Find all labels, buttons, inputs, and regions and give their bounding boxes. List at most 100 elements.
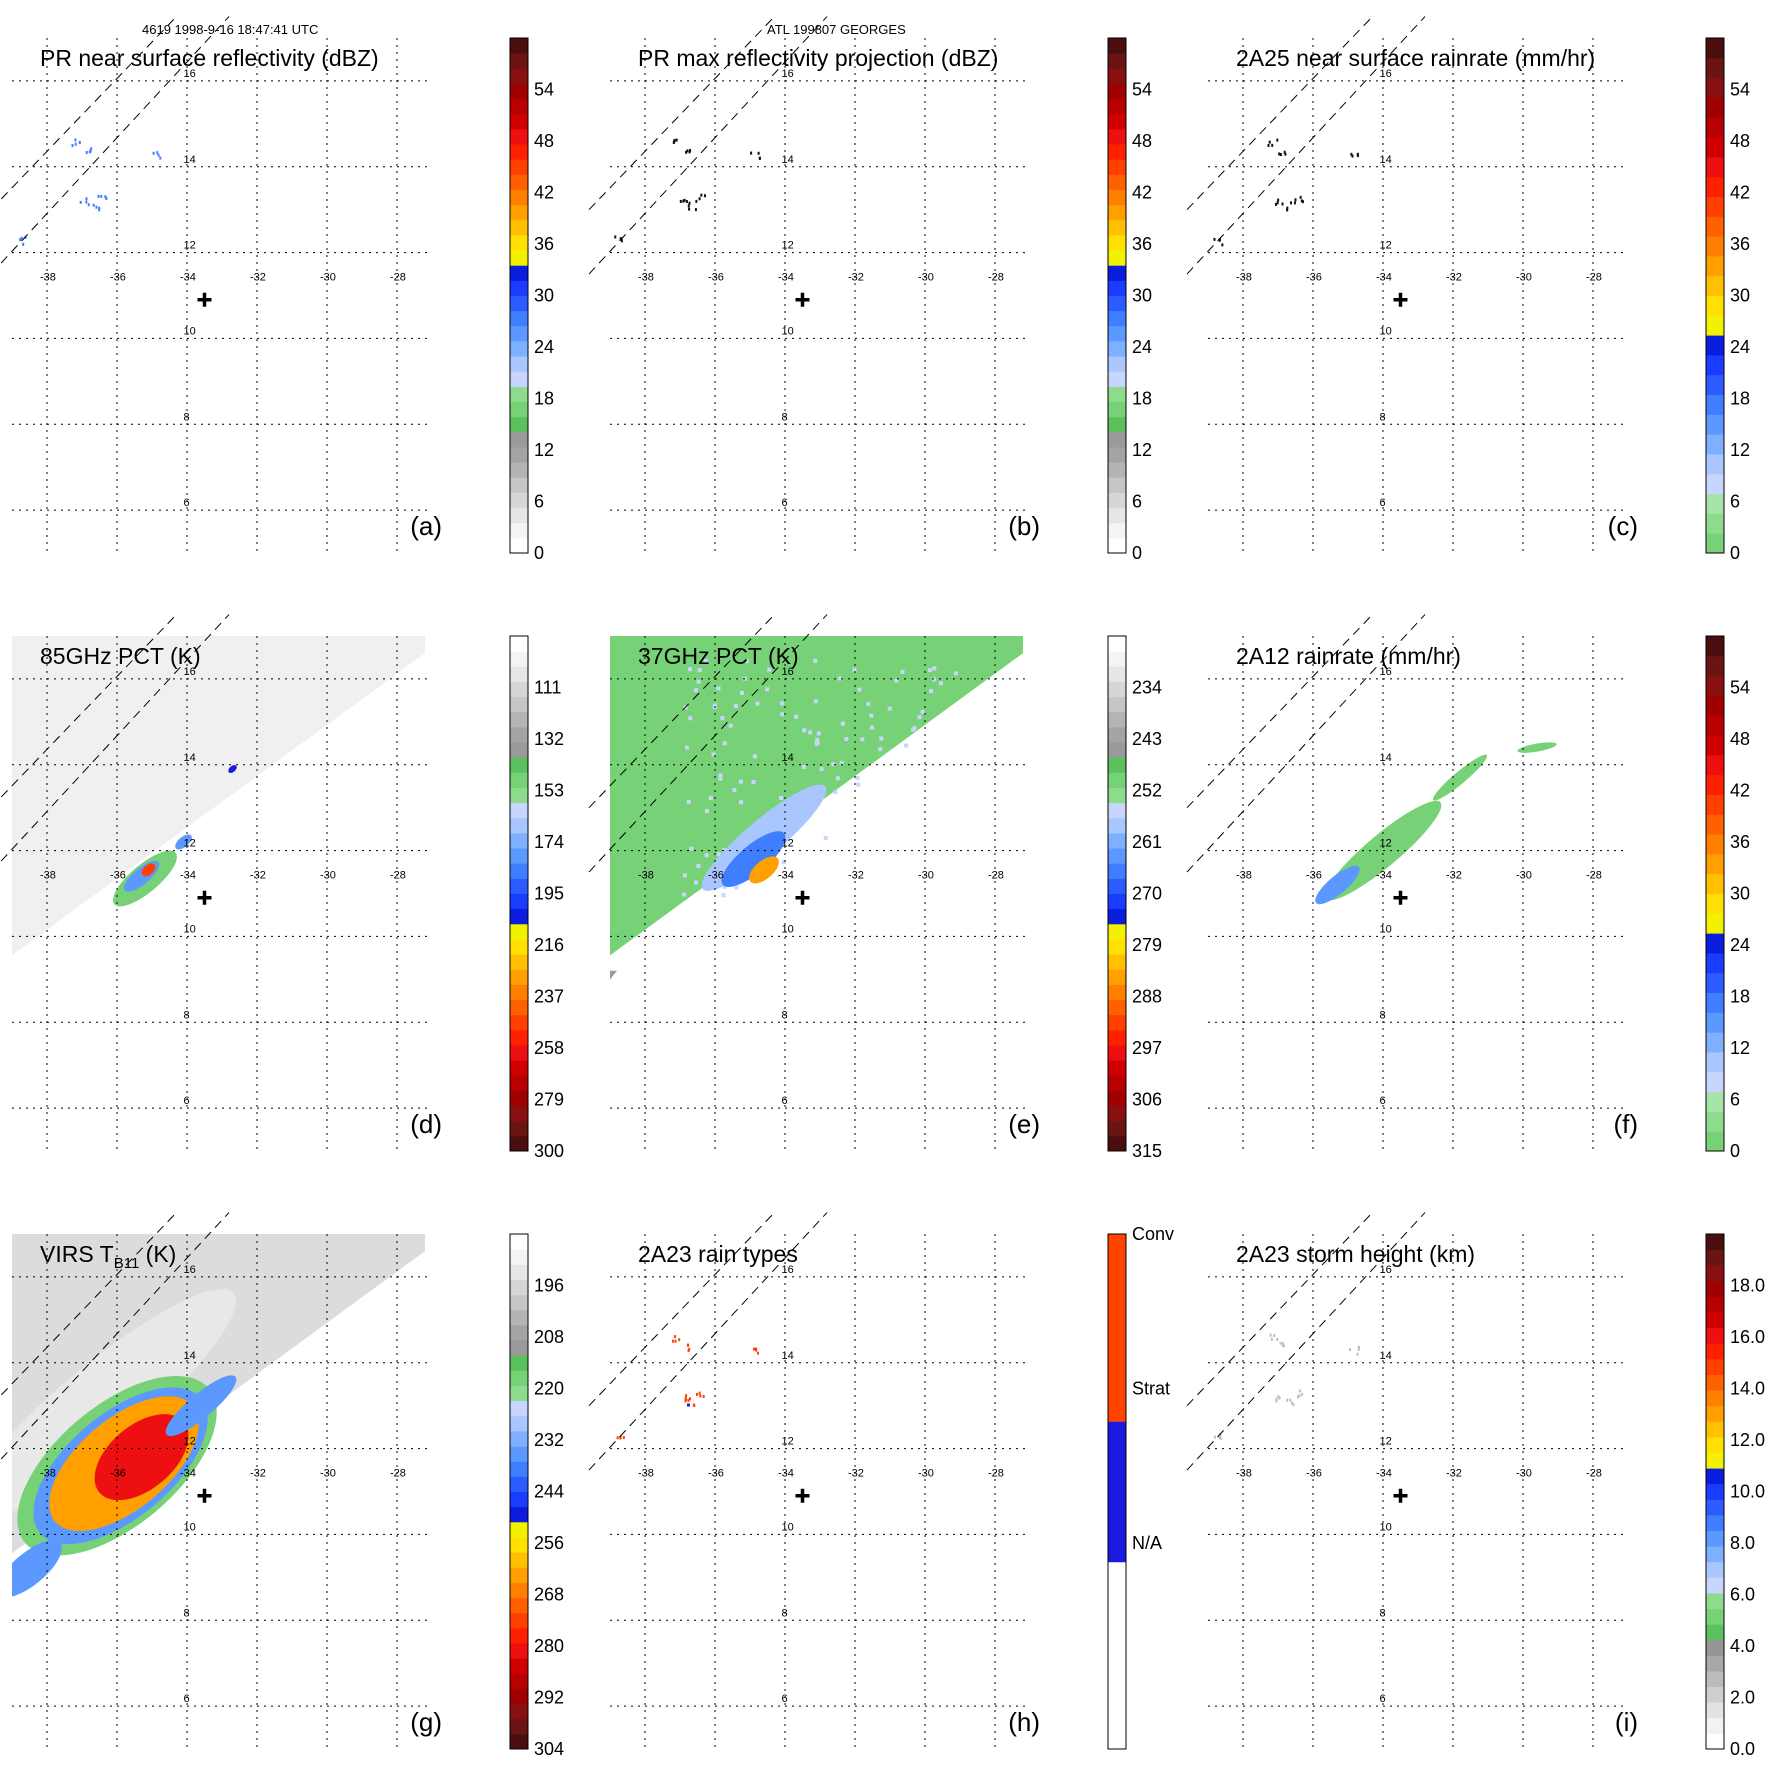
colorbar-segment bbox=[510, 1476, 528, 1492]
colorbar-segment bbox=[1706, 1561, 1724, 1578]
lat-tick-label: 14 bbox=[184, 752, 196, 764]
lon-tick-label: -28 bbox=[390, 869, 406, 881]
pixel bbox=[682, 873, 687, 878]
echo-pixel bbox=[1289, 201, 1292, 205]
lat-tick-label: 16 bbox=[1380, 666, 1392, 678]
colorbar-segment bbox=[510, 1309, 528, 1326]
echo-pixel bbox=[71, 144, 74, 148]
colorbar-segment bbox=[1108, 969, 1126, 985]
lon-tick-label: -28 bbox=[988, 1467, 1004, 1479]
colorbar-segment bbox=[510, 923, 528, 940]
lon-tick-label: -28 bbox=[1586, 869, 1602, 881]
lat-tick-label: 16 bbox=[782, 666, 794, 678]
lat-tick-label: 14 bbox=[1380, 752, 1392, 764]
echo-pixel bbox=[687, 1343, 690, 1347]
panel-title: VIRS TB11 (K) bbox=[40, 1241, 176, 1272]
echo-pixel bbox=[620, 239, 623, 243]
colorbar-segment bbox=[1108, 189, 1126, 206]
colorbar-tick-label: 0 bbox=[1730, 1141, 1740, 1161]
colorbar-segment bbox=[1108, 204, 1126, 221]
pixel bbox=[781, 860, 786, 865]
echo-pixel bbox=[1286, 208, 1289, 212]
echo-pixel bbox=[20, 236, 23, 240]
colorbar-segment bbox=[1706, 636, 1724, 657]
panel-letter: (i) bbox=[1615, 1707, 1638, 1737]
colorbar-segment bbox=[510, 280, 528, 296]
colorbar-segment bbox=[1108, 1044, 1126, 1061]
echo-pixel bbox=[88, 150, 91, 154]
colorbar-segment bbox=[1108, 1514, 1126, 1563]
colorbar-segment bbox=[1108, 356, 1126, 372]
panel-letter: (f) bbox=[1613, 1109, 1638, 1139]
colorbar-segment bbox=[1108, 401, 1126, 418]
colorbar-segment bbox=[1108, 757, 1126, 773]
echo-pixel bbox=[1350, 152, 1353, 156]
colorbar-segment bbox=[1706, 1686, 1724, 1703]
lon-tick-label: -32 bbox=[1446, 271, 1462, 283]
colorbar-segment bbox=[1706, 1296, 1724, 1313]
colorbar-segment bbox=[1108, 1702, 1126, 1750]
colorbar-tick-label: 12 bbox=[1730, 1038, 1750, 1058]
echo-pixel bbox=[1276, 201, 1279, 205]
echo-pixel bbox=[1284, 152, 1287, 156]
colorbar-segment bbox=[1706, 1670, 1724, 1688]
colorbar-segment bbox=[510, 1521, 528, 1538]
colorbar-tick-label: 196 bbox=[534, 1276, 564, 1296]
colorbar-segment bbox=[510, 1234, 528, 1250]
pixel bbox=[718, 776, 723, 781]
echo-pixel bbox=[674, 1335, 677, 1339]
colorbar-segment bbox=[510, 219, 528, 236]
pixel bbox=[765, 687, 770, 692]
colorbar-segment bbox=[510, 1090, 528, 1107]
colorbar-segment bbox=[510, 969, 528, 985]
colorbar-segment bbox=[510, 1506, 528, 1523]
colorbar-segment bbox=[1108, 696, 1126, 713]
colorbar-segment bbox=[1706, 176, 1724, 197]
pixel bbox=[932, 666, 937, 671]
colorbar-segment bbox=[510, 477, 528, 493]
colorbar-segment bbox=[510, 340, 528, 357]
colorbar-tick-label: 12 bbox=[534, 440, 554, 460]
echo-pixel bbox=[1300, 199, 1303, 203]
colorbar-segment bbox=[510, 636, 528, 652]
colorbar-segment bbox=[1706, 97, 1724, 118]
colorbar-frame bbox=[509, 1233, 529, 1750]
colorbar-tick-label: 42 bbox=[1730, 781, 1750, 801]
echo-pixel bbox=[1356, 1352, 1359, 1356]
colorbar-segment bbox=[1706, 156, 1724, 178]
pixel bbox=[744, 659, 749, 664]
echo-pixel bbox=[1296, 1395, 1299, 1399]
echo-pixel bbox=[688, 1397, 691, 1401]
colorbar-segment bbox=[510, 462, 528, 478]
colorbar-tick-label: 12 bbox=[1730, 440, 1750, 460]
lon-tick-label: -30 bbox=[918, 271, 934, 283]
lon-tick-label: -30 bbox=[320, 869, 336, 881]
lat-tick-label: 14 bbox=[184, 1350, 196, 1362]
storm-center-marker bbox=[795, 1488, 810, 1503]
lon-tick-label: -34 bbox=[180, 1467, 196, 1479]
lon-tick-label: -36 bbox=[110, 1467, 126, 1479]
colorbar-segment bbox=[1706, 513, 1724, 534]
colorbar-segment bbox=[1108, 832, 1126, 849]
echo-pixel bbox=[1357, 1347, 1360, 1351]
pixel bbox=[860, 737, 865, 742]
pixel bbox=[708, 795, 713, 800]
colorbar-segment bbox=[1108, 1608, 1126, 1656]
colorbar-tick-label: 244 bbox=[534, 1482, 564, 1502]
echo-pixel bbox=[74, 142, 77, 146]
colorbar-segment bbox=[510, 189, 528, 206]
lat-tick-label: 12 bbox=[782, 838, 794, 850]
echo-pixel bbox=[87, 203, 90, 207]
panel-title-main: 85GHz PCT (K) bbox=[40, 643, 201, 669]
storm-center-marker bbox=[197, 292, 212, 307]
panel-title-main: 2A23 storm height (km) bbox=[1236, 1241, 1475, 1267]
pixel bbox=[852, 668, 857, 673]
pixel bbox=[780, 701, 785, 706]
colorbar-tick-label: 6 bbox=[1132, 492, 1142, 512]
echo-pixel bbox=[675, 138, 678, 142]
colorbar-segment bbox=[1706, 1280, 1724, 1297]
colorbar-segment bbox=[510, 1340, 528, 1356]
colorbar-tick-label: 279 bbox=[534, 1090, 564, 1110]
colorbar-segment bbox=[1706, 57, 1724, 79]
panel-letter: (a) bbox=[410, 511, 442, 541]
